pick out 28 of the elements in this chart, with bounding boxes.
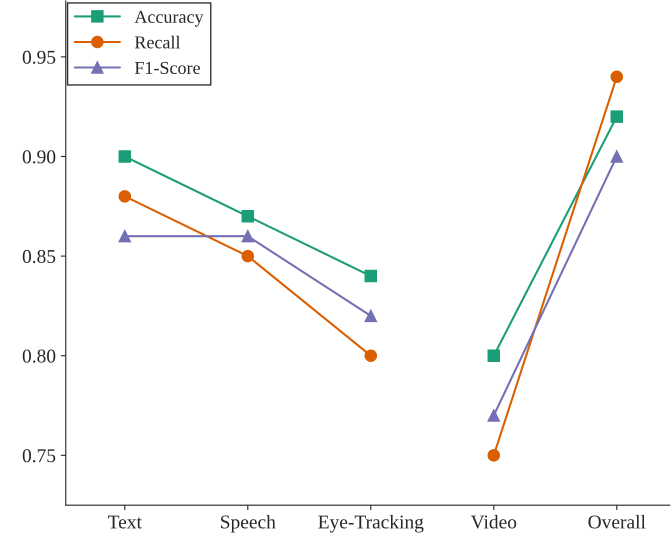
point xyxy=(610,110,624,123)
legend-label: Accuracy xyxy=(134,10,204,27)
point xyxy=(488,409,500,422)
point xyxy=(488,449,500,462)
y-tick-label: 0.95 xyxy=(22,50,56,64)
point xyxy=(242,210,254,223)
x-tick-label: Video xyxy=(470,514,516,529)
point xyxy=(364,310,378,322)
y-tick-label: 0.75 xyxy=(22,449,56,462)
x-tick-label: Speech xyxy=(221,514,276,532)
point xyxy=(610,150,624,163)
point xyxy=(118,190,132,203)
point xyxy=(118,150,132,163)
point xyxy=(364,349,378,362)
point xyxy=(488,349,500,362)
point xyxy=(364,270,378,282)
x-tick-label: Eye-Tracking xyxy=(318,514,424,533)
legend-label: F1-Score xyxy=(134,62,200,74)
legend-label: Recall xyxy=(134,36,180,48)
y-tick-label: 0.80 xyxy=(22,350,56,363)
point xyxy=(610,70,624,84)
x-tick-label: Overall xyxy=(588,514,646,529)
y-tick-label: 0.90 xyxy=(22,150,56,164)
point xyxy=(242,230,254,242)
point xyxy=(242,250,254,262)
point xyxy=(118,230,132,242)
y-tick-label: 0.85 xyxy=(22,250,56,264)
x-tick-label: Text xyxy=(108,516,142,529)
